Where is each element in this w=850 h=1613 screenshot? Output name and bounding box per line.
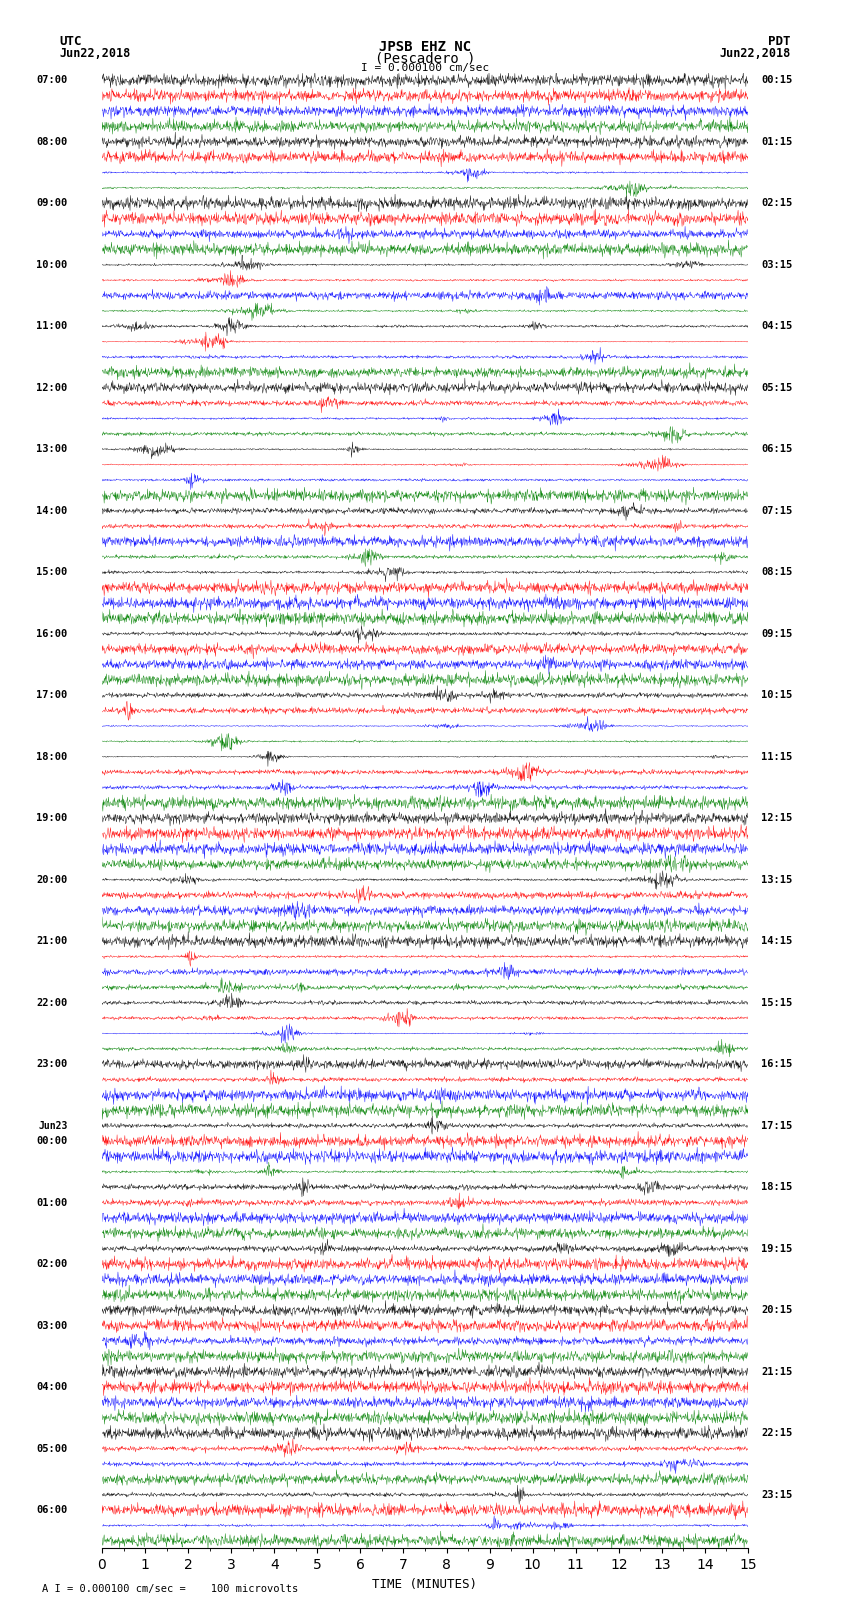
Text: 15:15: 15:15 (761, 998, 792, 1008)
Text: 01:15: 01:15 (761, 137, 792, 147)
Text: 15:00: 15:00 (37, 568, 67, 577)
Text: 09:15: 09:15 (761, 629, 792, 639)
Text: 19:00: 19:00 (37, 813, 67, 823)
Text: A I = 0.000100 cm/sec =    100 microvolts: A I = 0.000100 cm/sec = 100 microvolts (42, 1584, 298, 1594)
Text: 11:15: 11:15 (761, 752, 792, 761)
Text: Jun22,2018: Jun22,2018 (719, 47, 791, 60)
Text: 11:00: 11:00 (37, 321, 67, 331)
Text: I = 0.000100 cm/sec: I = 0.000100 cm/sec (361, 63, 489, 73)
Text: 16:15: 16:15 (761, 1060, 792, 1069)
Text: Jun22,2018: Jun22,2018 (60, 47, 131, 60)
Text: 17:00: 17:00 (37, 690, 67, 700)
Text: 08:00: 08:00 (37, 137, 67, 147)
Text: PDT: PDT (768, 35, 790, 48)
Text: 22:15: 22:15 (761, 1428, 792, 1439)
Text: 03:00: 03:00 (37, 1321, 67, 1331)
Text: 08:15: 08:15 (761, 568, 792, 577)
Text: 18:15: 18:15 (761, 1182, 792, 1192)
Text: 21:15: 21:15 (761, 1366, 792, 1376)
Text: 10:00: 10:00 (37, 260, 67, 269)
Text: JPSB EHZ NC: JPSB EHZ NC (379, 40, 471, 55)
Text: 19:15: 19:15 (761, 1244, 792, 1253)
Text: 20:15: 20:15 (761, 1305, 792, 1315)
Text: 10:15: 10:15 (761, 690, 792, 700)
Text: 07:00: 07:00 (37, 76, 67, 85)
Text: 05:00: 05:00 (37, 1444, 67, 1453)
Text: 07:15: 07:15 (761, 506, 792, 516)
Text: 00:00: 00:00 (37, 1136, 67, 1147)
Text: 18:00: 18:00 (37, 752, 67, 761)
Text: 09:00: 09:00 (37, 198, 67, 208)
Text: 13:15: 13:15 (761, 874, 792, 884)
Text: 00:15: 00:15 (761, 76, 792, 85)
Text: 03:15: 03:15 (761, 260, 792, 269)
Text: 23:00: 23:00 (37, 1060, 67, 1069)
X-axis label: TIME (MINUTES): TIME (MINUTES) (372, 1578, 478, 1590)
Text: 06:00: 06:00 (37, 1505, 67, 1515)
Text: 14:15: 14:15 (761, 936, 792, 947)
Text: UTC: UTC (60, 35, 82, 48)
Text: 12:00: 12:00 (37, 382, 67, 392)
Text: (Pescadero ): (Pescadero ) (375, 52, 475, 66)
Text: 02:15: 02:15 (761, 198, 792, 208)
Text: 23:15: 23:15 (761, 1490, 792, 1500)
Text: 02:00: 02:00 (37, 1260, 67, 1269)
Text: 22:00: 22:00 (37, 998, 67, 1008)
Text: 13:00: 13:00 (37, 444, 67, 455)
Text: 17:15: 17:15 (761, 1121, 792, 1131)
Text: 05:15: 05:15 (761, 382, 792, 392)
Text: 20:00: 20:00 (37, 874, 67, 884)
Text: 04:00: 04:00 (37, 1382, 67, 1392)
Text: 01:00: 01:00 (37, 1197, 67, 1208)
Text: 14:00: 14:00 (37, 506, 67, 516)
Text: Jun23: Jun23 (38, 1121, 67, 1131)
Text: 06:15: 06:15 (761, 444, 792, 455)
Text: 12:15: 12:15 (761, 813, 792, 823)
Text: 16:00: 16:00 (37, 629, 67, 639)
Text: 21:00: 21:00 (37, 936, 67, 947)
Text: 04:15: 04:15 (761, 321, 792, 331)
